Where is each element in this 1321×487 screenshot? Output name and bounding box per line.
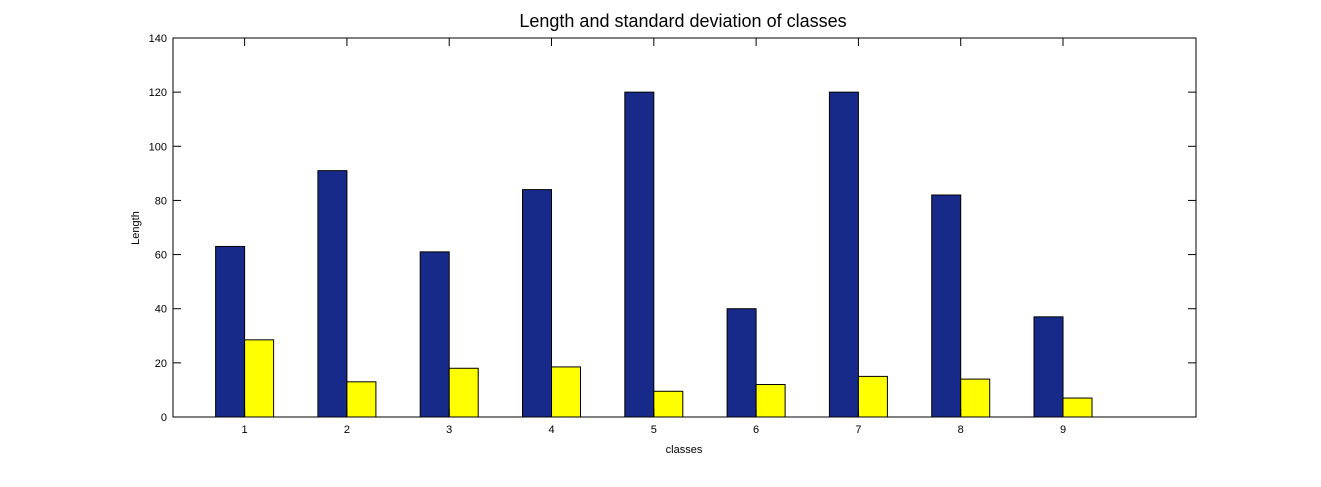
bar-series2-8 [960, 378, 991, 418]
x-axis-title: classes [666, 444, 703, 456]
bar-series1-2 [317, 170, 348, 418]
x-tick-label: 9 [1060, 424, 1066, 436]
x-tick-label: 6 [753, 424, 759, 436]
bar-series1-4 [522, 189, 553, 418]
x-tick-label: 7 [855, 424, 861, 436]
bar-series1-8 [931, 194, 962, 418]
bar-series1-9 [1033, 316, 1064, 418]
bar-series2-9 [1062, 397, 1093, 418]
y-tick-label: 60 [155, 250, 167, 262]
x-tick-label: 4 [548, 424, 554, 436]
y-tick-label: 100 [149, 141, 167, 153]
bar-series2-7 [857, 375, 888, 418]
bar-series2-3 [448, 367, 479, 418]
y-axis-title: Length [130, 211, 142, 245]
bar-series2-6 [755, 384, 786, 418]
bar-series1-7 [828, 91, 859, 418]
bar-series1-1 [215, 245, 246, 418]
y-tick-label: 20 [155, 358, 167, 370]
y-tick-label: 120 [149, 87, 167, 99]
y-tick-label: 0 [161, 412, 167, 424]
chart-title: Length and standard deviation of classes [519, 11, 846, 31]
x-tick-label: 5 [651, 424, 657, 436]
y-tick-label: 40 [155, 304, 167, 316]
plot-area: 0 20 40 60 80 100 120 140 1 2 3 4 5 6 7 8 9 [149, 33, 1197, 436]
x-tick-label: 2 [344, 424, 350, 436]
y-tick-label: 140 [149, 33, 167, 45]
x-tick-label: 1 [242, 424, 248, 436]
bar-series2-5 [653, 390, 684, 418]
x-tick-label: 8 [958, 424, 964, 436]
bar-series1-5 [624, 91, 655, 418]
plot-frame [172, 37, 1197, 418]
bar-series2-4 [551, 366, 582, 418]
y-tick-label: 80 [155, 195, 167, 207]
bar-series2-2 [346, 381, 377, 418]
bar-series2-1 [244, 339, 275, 418]
bar-series1-6 [726, 308, 757, 418]
bar-series1-3 [419, 251, 450, 418]
x-tick-label: 3 [446, 424, 452, 436]
